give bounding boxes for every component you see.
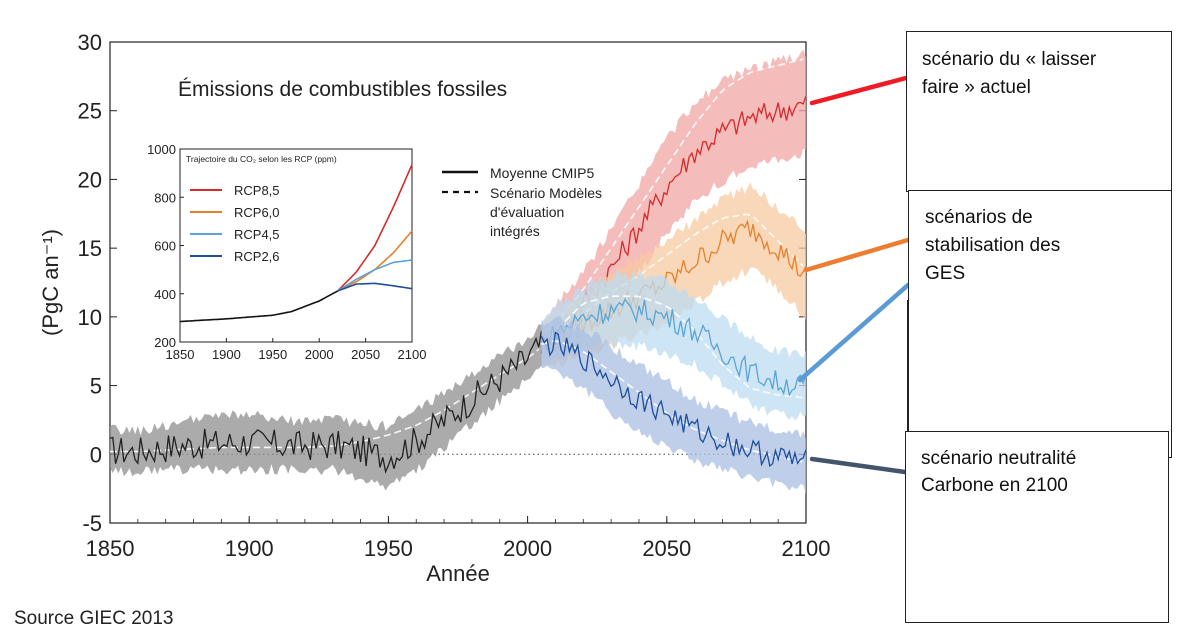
mean-line-rcp2-6 [540, 331, 807, 468]
series-rcp4-5 [540, 269, 807, 421]
inset-title: Trajectoire du CO₂ selon les RCP (ppm) [186, 154, 337, 164]
series-historique [109, 324, 543, 491]
inset-line-rcp4-5 [337, 259, 413, 292]
inset-y-tick-label: 200 [154, 335, 176, 350]
y-tick-label: 25 [78, 99, 102, 124]
x-tick-label: 1950 [364, 536, 413, 561]
annotation-lines [797, 75, 911, 475]
annotation-stabilisation-line3: GES [925, 263, 966, 284]
inset-x-tick-label: 2050 [351, 347, 380, 362]
main-plot: -5 0 5 10 15 20 25 30 1850 1900 1950 2000 2050 2100 An… [38, 30, 830, 586]
series-rcp2-6 [540, 315, 807, 494]
inset-x-tick-label: 2000 [305, 347, 334, 362]
annotation-stabilisation-line1: scénarios de [925, 207, 1033, 228]
inset-y-tick-label: 400 [154, 287, 176, 302]
ias-line-rcp2-6 [541, 340, 804, 463]
y-tick-label: 20 [78, 167, 102, 192]
inset-frame [179, 148, 413, 343]
inset-x-tick-label: 2100 [398, 347, 427, 362]
mean-line-historique [109, 330, 543, 474]
x-tick-label: 1900 [225, 536, 274, 561]
annotation-connector [809, 75, 909, 106]
inset-line-rcp2-6 [337, 282, 413, 292]
annotation-laisser-faire-line2: faire » actuel [922, 77, 1031, 98]
inset-y-tick-label: 600 [154, 239, 176, 254]
annotation-stabilisation-line2: stabilisation des [925, 235, 1061, 256]
annotation-neutralite-line2: Carbone en 2100 [921, 475, 1068, 496]
annotation-connector [803, 237, 911, 273]
x-tick-label: 2100 [782, 536, 831, 561]
x-tick-label: 2000 [503, 536, 552, 561]
inset-x-tick-label: 1850 [166, 347, 195, 362]
annotation-box-stabilisation [908, 190, 1172, 458]
y-tick-label: 15 [78, 236, 102, 261]
x-tick-label: 2050 [642, 536, 691, 561]
annotation-box-laisser-faire [906, 31, 1172, 192]
annotation-box-neutralite [905, 431, 1169, 623]
y-tick-label: 10 [78, 305, 102, 330]
legend: Moyenne CMIP5 Scénario Modèles d'évaluatio… [442, 165, 602, 239]
annotation-laisser-faire-line1: scénario du « laisser [922, 49, 1097, 70]
ias-line-rcp8-5 [540, 58, 804, 345]
ias-line-rcp4-5 [540, 295, 804, 399]
mean-line-rcp4-5 [540, 298, 807, 397]
annotation-connector [797, 282, 911, 383]
x-tick-label: 1850 [86, 536, 135, 561]
inset-line-historique [179, 290, 339, 323]
y-axis-label: (PgC an⁻¹) [38, 229, 63, 336]
band-rcp2-6 [541, 315, 806, 494]
y-tick-label: 5 [90, 374, 102, 399]
inset-legend-label: RCP2,6 [234, 249, 280, 264]
inset-x-tick-label: 1900 [212, 347, 241, 362]
y-tick-label: -5 [82, 511, 102, 536]
chart-title: Émissions de combustibles fossiles [178, 78, 507, 101]
y-tick-label: 30 [78, 30, 102, 55]
y-tick-label: 0 [90, 442, 102, 467]
annotation-connector [809, 456, 908, 475]
source-caption: Source GIEC 2013 [14, 608, 174, 629]
inset-legend-label: RCP8,5 [234, 183, 280, 198]
inset-x-tick-label: 1950 [258, 347, 287, 362]
inset-legend-label: RCP4,5 [234, 227, 280, 242]
inset-y-tick-label: 1000 [147, 142, 176, 157]
inset-line-rcp8-5 [337, 164, 413, 292]
band-rcp4-5 [541, 269, 806, 421]
legend-label-iam: Scénario Modèles d'évaluation intégrés [490, 185, 602, 239]
annotation-neutralite-line1: scénario neutralité [921, 448, 1077, 469]
x-axis-label: Année [426, 561, 490, 586]
inset-legend-label: RCP6,0 [234, 205, 280, 220]
annotation-box-blue [907, 300, 1173, 460]
inset-y-tick-label: 800 [154, 190, 176, 205]
legend-label-cmip5: Moyenne CMIP5 [490, 165, 594, 181]
co2-inset-chart: 200 400 600 800 1000 1850 1900 1950 2000 2050 2100… [147, 142, 426, 362]
